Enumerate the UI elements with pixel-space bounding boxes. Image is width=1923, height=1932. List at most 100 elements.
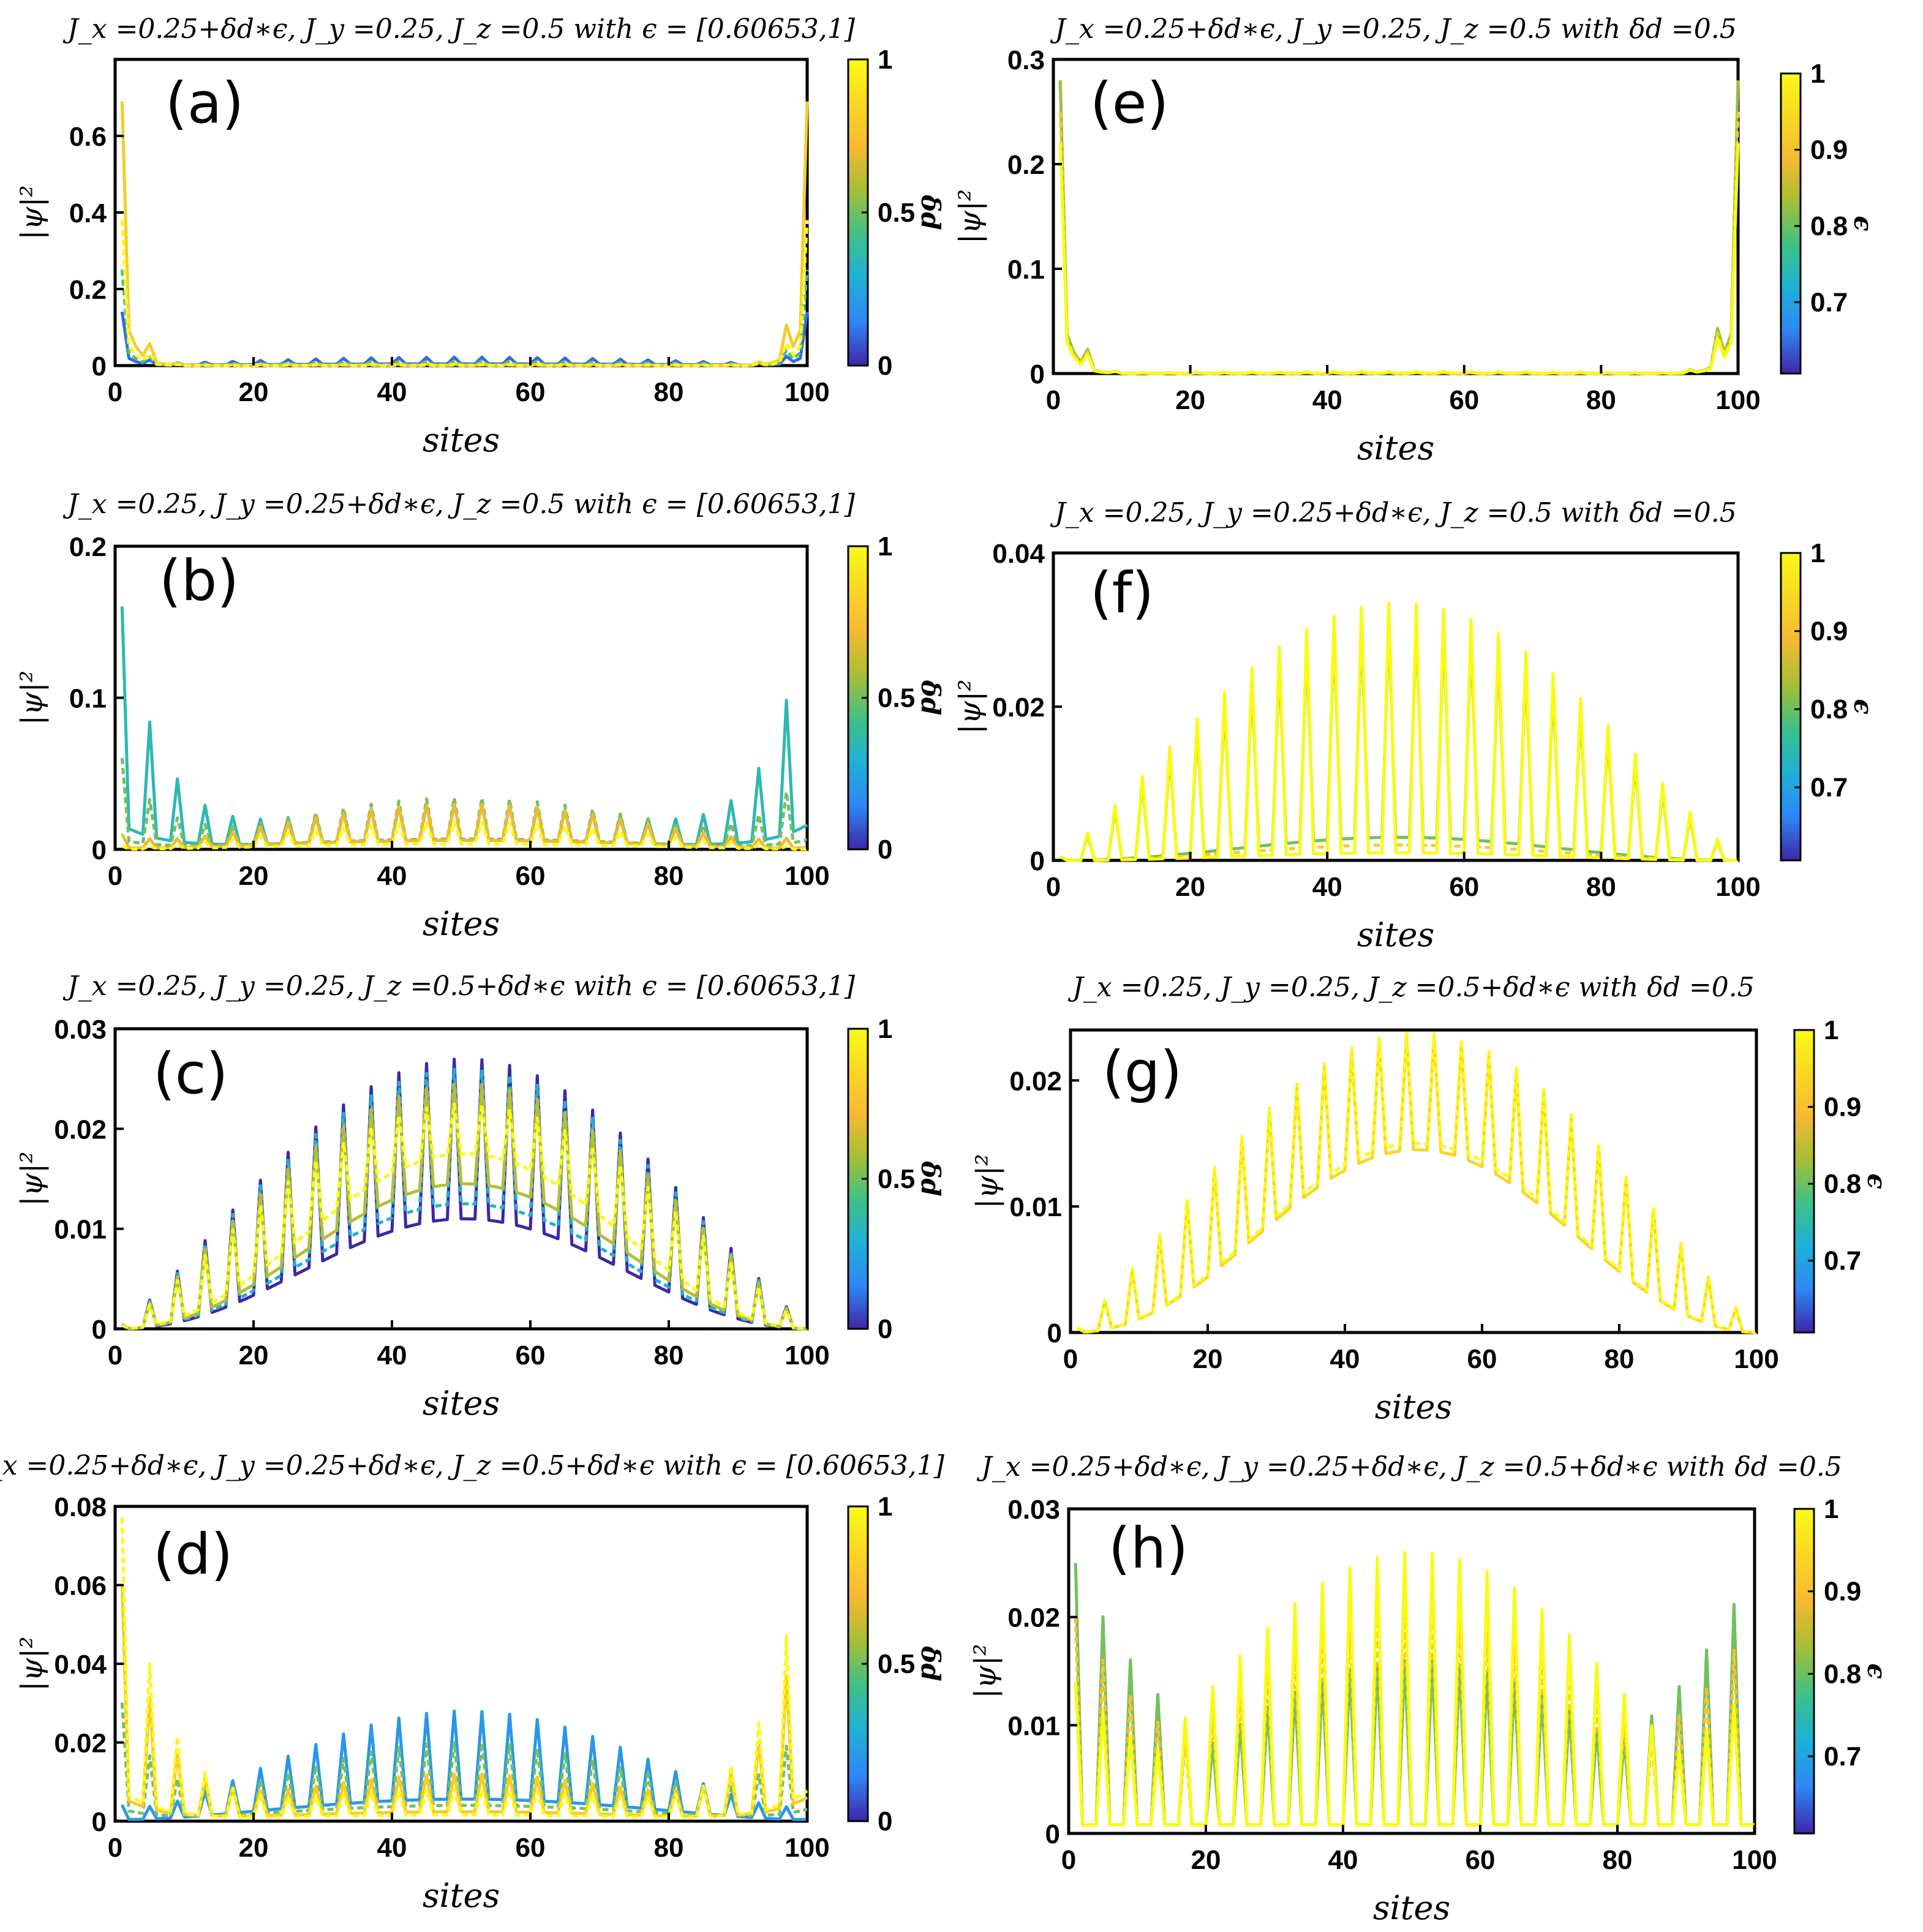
series-line bbox=[1076, 1031, 1757, 1334]
x-tick-label: 20 bbox=[1191, 1845, 1221, 1875]
y-tick-label: 0 bbox=[92, 351, 107, 382]
y-tick-label: 0.4 bbox=[69, 198, 107, 228]
colorbar-tick-label: 0.9 bbox=[1810, 135, 1848, 165]
series-group bbox=[1074, 1550, 1755, 1827]
x-tick-label: 80 bbox=[654, 1340, 684, 1370]
colorbar: 0 0.5 1 δd bbox=[847, 1014, 946, 1344]
panel-f: J_x =0.25, J_y =0.25+δd∗ϵ, J_z =0.5 with… bbox=[953, 497, 1878, 954]
colorbar-tick-label: 1 bbox=[878, 1014, 892, 1044]
x-axis-label: sites bbox=[1357, 915, 1434, 954]
colorbar-label: δd bbox=[916, 194, 946, 230]
x-axis-label: sites bbox=[1375, 1388, 1452, 1426]
colorbar: 0.7 0.8 0.9 1 ϵ bbox=[1793, 1494, 1892, 1835]
x-axis-label: sites bbox=[1357, 429, 1434, 467]
panel-label: (f) bbox=[1090, 560, 1154, 626]
x-tick-label: 100 bbox=[1734, 1344, 1778, 1374]
x-tick-label: 80 bbox=[654, 377, 684, 407]
panel-label: (b) bbox=[159, 548, 239, 614]
panel-g: J_x =0.25, J_y =0.25, J_z =0.5+δd∗ϵ with… bbox=[970, 972, 1892, 1426]
x-tick-label: 60 bbox=[516, 1340, 546, 1370]
colorbar-tick-label: 0.7 bbox=[1810, 773, 1848, 803]
colorbar: 0.7 0.8 0.9 1 ϵ bbox=[1780, 59, 1878, 375]
colorbar-tick-label: 0 bbox=[878, 1806, 892, 1836]
colorbar: 0.7 0.8 0.9 1 ϵ bbox=[1793, 1015, 1892, 1334]
x-tick-label: 40 bbox=[1328, 1845, 1358, 1875]
colorbar-tick-label: 0.9 bbox=[1824, 1577, 1861, 1607]
series-line bbox=[120, 1517, 808, 1819]
y-tick-label: 0.06 bbox=[54, 1571, 107, 1601]
x-tick-label: 0 bbox=[108, 1340, 122, 1370]
y-tick-label: 0.02 bbox=[992, 693, 1045, 723]
y-axis-label: |ψ|² bbox=[968, 1644, 1003, 1698]
series-line bbox=[1059, 613, 1739, 862]
y-tick-label: 0.02 bbox=[1007, 1603, 1060, 1633]
x-tick-label: 0 bbox=[108, 377, 122, 407]
y-tick-label: 0 bbox=[92, 835, 107, 865]
x-tick-label: 60 bbox=[516, 1833, 546, 1863]
series-group bbox=[120, 606, 808, 851]
x-tick-label: 20 bbox=[239, 1833, 269, 1863]
x-tick-label: 100 bbox=[785, 1340, 829, 1370]
y-axis-label: |ψ|² bbox=[953, 189, 987, 244]
y-tick-label: 0 bbox=[1030, 359, 1045, 389]
colorbar-tick-label: 0.5 bbox=[878, 1649, 915, 1679]
y-axis-label: |ψ|² bbox=[15, 671, 49, 725]
y-tick-label: 0.08 bbox=[54, 1492, 107, 1522]
panel-title: J_x =0.25, J_y =0.25, J_z =0.5+δd∗ϵ with… bbox=[62, 971, 856, 1002]
y-tick-label: 0.04 bbox=[992, 539, 1045, 569]
plot-area bbox=[113, 58, 809, 367]
y-tick-label: 0 bbox=[1047, 1318, 1062, 1348]
colorbar: 0 0.5 1 δd bbox=[847, 532, 946, 865]
colorbar-tick-label: 0 bbox=[878, 1314, 892, 1344]
colorbar-tick-label: 1 bbox=[878, 1492, 892, 1522]
x-tick-label: 20 bbox=[1193, 1344, 1223, 1374]
series-group bbox=[1058, 80, 1740, 375]
x-axis-label: sites bbox=[1373, 1889, 1450, 1927]
colorbar-tick-label: 0.5 bbox=[878, 683, 915, 713]
colorbar-label: ϵ bbox=[1862, 1173, 1892, 1189]
colorbar-scale bbox=[1793, 1029, 1815, 1334]
panel-title: J_x =0.25+δd∗ϵ, J_y =0.25+δd∗ϵ, J_z =0.5… bbox=[0, 1450, 945, 1481]
x-tick-label: 80 bbox=[654, 861, 684, 891]
panel-e: J_x =0.25+δd∗ϵ, J_y =0.25, J_z =0.5 with… bbox=[953, 13, 1878, 467]
panel-label: (g) bbox=[1102, 1039, 1182, 1105]
colorbar-tick-label: 0.8 bbox=[1824, 1659, 1861, 1689]
x-tick-label: 20 bbox=[239, 1340, 269, 1370]
x-tick-label: 100 bbox=[1715, 872, 1760, 902]
series-line bbox=[1074, 1550, 1755, 1827]
y-tick-label: 0.04 bbox=[54, 1650, 107, 1680]
x-tick-label: 80 bbox=[1586, 872, 1616, 902]
x-tick-label: 60 bbox=[1466, 1845, 1496, 1875]
x-axis-label: sites bbox=[423, 904, 500, 943]
colorbar-label: δd bbox=[916, 1160, 946, 1196]
x-tick-label: 100 bbox=[785, 377, 829, 407]
y-tick-label: 0.01 bbox=[1009, 1192, 1062, 1222]
y-tick-label: 0.03 bbox=[1007, 1495, 1060, 1525]
y-tick-label: 0.03 bbox=[54, 1015, 107, 1045]
x-tick-label: 40 bbox=[377, 1833, 407, 1863]
series-group bbox=[1059, 601, 1739, 862]
x-tick-label: 100 bbox=[1732, 1845, 1777, 1875]
x-tick-label: 20 bbox=[239, 861, 269, 891]
y-axis-label: |ψ|² bbox=[15, 1636, 49, 1691]
x-tick-label: 0 bbox=[108, 1833, 122, 1863]
colorbar-label: δd bbox=[916, 680, 946, 715]
colorbar: 0 0.5 1 δd bbox=[847, 1492, 946, 1836]
colorbar-scale bbox=[1780, 72, 1802, 375]
colorbar-tick-label: 1 bbox=[878, 532, 892, 562]
x-tick-label: 100 bbox=[785, 1833, 829, 1863]
colorbar-tick-label: 0.9 bbox=[1824, 1092, 1861, 1122]
y-tick-label: 0.1 bbox=[69, 684, 107, 714]
y-tick-label: 0 bbox=[1045, 1819, 1060, 1849]
x-axis-label: sites bbox=[423, 1384, 500, 1423]
x-tick-label: 20 bbox=[239, 377, 269, 407]
x-tick-label: 40 bbox=[377, 861, 407, 891]
y-axis-label: |ψ|² bbox=[15, 185, 49, 239]
series-line bbox=[121, 802, 808, 850]
y-tick-label: 0.02 bbox=[54, 1729, 107, 1759]
panel-label: (d) bbox=[153, 1522, 233, 1587]
panel-a: J_x =0.25+δd∗ϵ, J_y =0.25, J_z =0.5 with… bbox=[15, 13, 946, 459]
plot-area bbox=[1069, 1028, 1758, 1334]
panel-label: (c) bbox=[153, 1041, 228, 1107]
x-tick-label: 80 bbox=[654, 1833, 684, 1863]
